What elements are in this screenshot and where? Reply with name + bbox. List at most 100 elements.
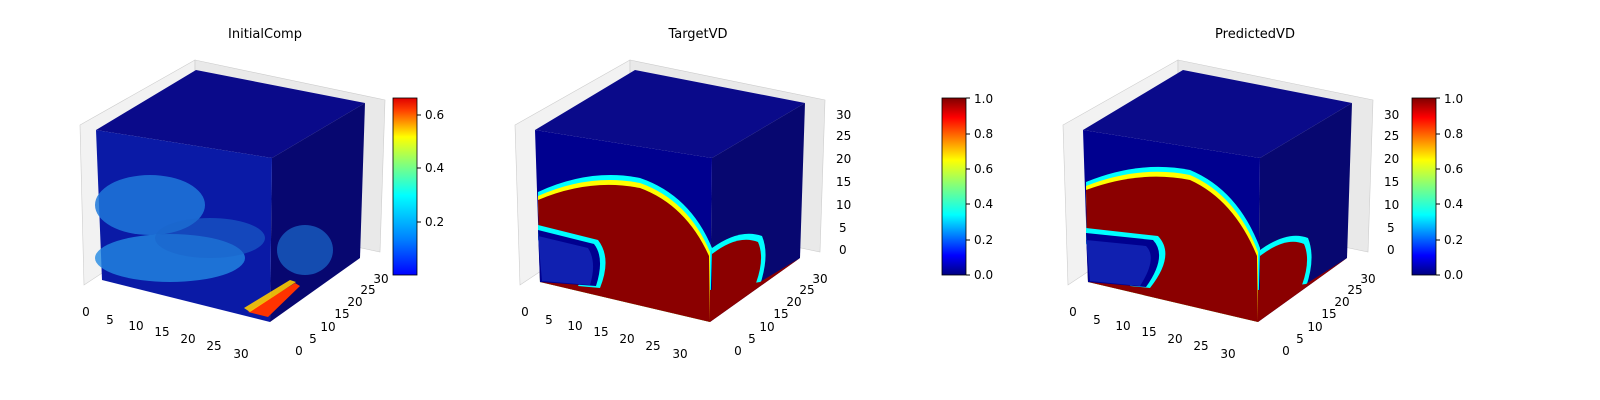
colorbar-ticks: 0.0 0.2 0.4 0.6 0.8 1.0 — [966, 92, 993, 282]
panel-predictedvd: PredictedVD 0 5 10 15 20 25 30 0 5 10 15 — [1062, 27, 1463, 361]
colorbar-ticks: 0.2 0.4 0.6 — [417, 108, 444, 229]
colorbar-tick: 0.6 — [425, 108, 444, 122]
front-blob-upper — [95, 175, 205, 235]
x-tick: 30 — [233, 347, 248, 361]
y-tick-labels: 0 5 10 15 20 25 30 — [734, 272, 827, 358]
panel-targetvd: TargetVD 0 5 10 15 20 25 30 0 5 10 — [514, 27, 993, 361]
z-tick: 10 — [1384, 198, 1399, 212]
front-red-region — [1086, 176, 1258, 322]
right-red-lower — [710, 258, 800, 322]
y-tick: 25 — [360, 283, 375, 297]
x-tick: 5 — [545, 313, 553, 327]
colorbar-tick: 0.2 — [1444, 233, 1463, 247]
z-tick: 15 — [836, 175, 851, 189]
colorbar-tick: 0.4 — [425, 161, 444, 175]
z-tick: 30 — [1384, 108, 1399, 122]
z-tick: 25 — [836, 129, 851, 143]
x-tick: 10 — [567, 319, 582, 333]
x-tick: 25 — [206, 339, 221, 353]
y-tick: 20 — [786, 295, 801, 309]
z-tick-labels: 0 5 10 15 20 25 30 — [1384, 108, 1399, 257]
z-tick-labels: 0 5 10 15 20 25 30 — [836, 108, 851, 257]
corner-hotspot — [248, 283, 300, 317]
colorbar-tick: 0.0 — [1444, 268, 1463, 282]
front-red-region — [538, 184, 710, 322]
y-tick: 0 — [295, 344, 303, 358]
y-tick: 15 — [773, 307, 788, 321]
x-tick: 15 — [1141, 325, 1156, 339]
x-tick-labels: 0 5 10 15 20 25 30 — [82, 305, 248, 361]
y-tick: 5 — [748, 332, 756, 346]
y-tick: 30 — [812, 272, 827, 286]
colorbar — [941, 97, 967, 276]
y-tick: 30 — [1360, 272, 1375, 286]
colorbar-tick: 0.8 — [974, 127, 993, 141]
z-tick: 25 — [1384, 129, 1399, 143]
x-tick: 0 — [82, 305, 90, 319]
z-tick: 5 — [839, 221, 847, 235]
x-tick: 25 — [645, 339, 660, 353]
x-tick: 0 — [521, 305, 529, 319]
y-tick: 5 — [1296, 332, 1304, 346]
colorbar-tick: 0.8 — [1444, 127, 1463, 141]
cube-top-face — [96, 70, 365, 158]
x-tick: 10 — [128, 319, 143, 333]
colorbar-tick: 0.2 — [425, 215, 444, 229]
y-tick: 15 — [334, 307, 349, 321]
x-tick: 20 — [1167, 332, 1182, 346]
y-tick: 20 — [347, 295, 362, 309]
y-tick: 10 — [759, 320, 774, 334]
z-tick: 0 — [1387, 243, 1395, 257]
x-tick: 20 — [619, 332, 634, 346]
y-tick: 10 — [320, 320, 335, 334]
colorbar-tick: 0.0 — [974, 268, 993, 282]
x-tick: 15 — [593, 325, 608, 339]
x-tick: 30 — [1220, 347, 1235, 361]
colorbar-ticks: 0.0 0.2 0.4 0.6 0.8 1.0 — [1436, 92, 1463, 282]
panel-title: TargetVD — [667, 27, 727, 42]
y-tick: 0 — [1282, 344, 1290, 358]
y-tick: 25 — [1347, 283, 1362, 297]
z-tick: 15 — [1384, 175, 1399, 189]
colorbar-tick: 1.0 — [1444, 92, 1463, 106]
y-tick: 10 — [1307, 320, 1322, 334]
front-tongue-inner — [1086, 240, 1151, 286]
front-tongue-inner — [538, 236, 594, 285]
x-tick: 30 — [672, 347, 687, 361]
x-tick: 15 — [154, 325, 169, 339]
colorbar — [1411, 97, 1437, 276]
z-tick: 10 — [836, 198, 851, 212]
x-tick: 5 — [106, 313, 114, 327]
panel-title: InitialComp — [228, 27, 302, 42]
colorbar-tick: 0.2 — [974, 233, 993, 247]
x-tick: 25 — [1193, 339, 1208, 353]
right-red-lower — [1258, 258, 1347, 322]
y-tick-labels: 0 5 10 15 20 25 30 — [295, 272, 388, 358]
z-tick: 5 — [1387, 221, 1395, 235]
colorbar-tick: 1.0 — [974, 92, 993, 106]
y-tick: 15 — [1321, 307, 1336, 321]
z-tick: 0 — [839, 243, 847, 257]
y-tick: 25 — [799, 283, 814, 297]
panel-title: PredictedVD — [1215, 27, 1295, 42]
z-tick: 20 — [836, 152, 851, 166]
x-tick-labels: 0 5 10 15 20 25 30 — [1069, 305, 1235, 361]
colorbar — [392, 97, 418, 276]
colorbar-tick: 0.4 — [1444, 197, 1463, 211]
corner-hotspot-edge — [244, 280, 296, 312]
x-tick: 10 — [1115, 319, 1130, 333]
z-tick: 20 — [1384, 152, 1399, 166]
z-tick: 30 — [836, 108, 851, 122]
cube-top-face — [535, 70, 805, 158]
panel-initialcomp: InitialComp 0 5 10 15 20 25 30 0 5 10 — [79, 27, 444, 361]
front-blob-mid — [155, 218, 265, 258]
y-tick: 5 — [309, 332, 317, 346]
x-tick: 0 — [1069, 305, 1077, 319]
y-tick-labels: 0 5 10 15 20 25 30 — [1282, 272, 1375, 358]
y-tick: 30 — [373, 272, 388, 286]
colorbar-tick: 0.6 — [1444, 162, 1463, 176]
x-tick: 20 — [180, 332, 195, 346]
y-tick: 20 — [1334, 295, 1349, 309]
right-red-bulge — [712, 239, 762, 298]
